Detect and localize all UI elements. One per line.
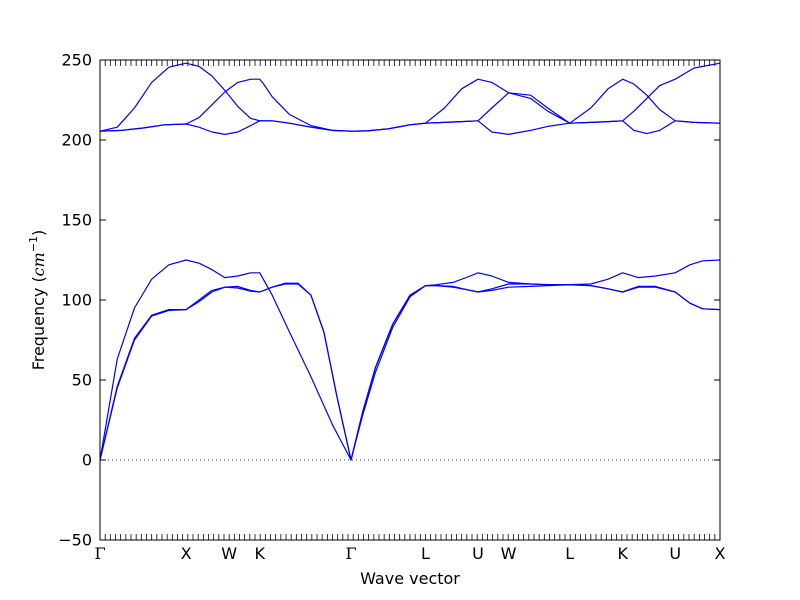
branch-line-5 — [99, 78, 721, 132]
y-tick-label: 100 — [61, 291, 92, 310]
series-layer — [99, 62, 721, 461]
x-tick-label: U — [669, 544, 681, 563]
y-axis-ticks: −50 0 50 100 150 200 250 — [58, 51, 720, 550]
x-tick-label: L — [421, 544, 430, 563]
y-tick-label: 250 — [61, 51, 92, 70]
y-axis-label-unit-exp: −1 — [27, 236, 40, 252]
y-tick-label: 0 — [82, 451, 92, 470]
plot-frame — [99, 59, 721, 541]
x-tick-label: L — [565, 544, 574, 563]
y-tick-label: 50 — [72, 371, 92, 390]
x-tick-label: K — [254, 544, 265, 563]
branch-line-3 — [99, 282, 721, 461]
y-tick-label: 150 — [61, 211, 92, 230]
x-tick-label: X — [181, 544, 192, 563]
y-axis-label-close: ) — [29, 230, 48, 236]
x-tick-label: X — [715, 544, 726, 563]
x-tick-label: U — [472, 544, 484, 563]
x-tick-label: W — [221, 544, 237, 563]
branch-line-2 — [99, 283, 721, 461]
y-tick-label: 200 — [61, 131, 92, 150]
y-axis-label-text: Frequency ( — [29, 276, 48, 370]
x-tick-label: Γ — [345, 544, 356, 563]
branch-line-4 — [99, 120, 721, 135]
x-tick-label: Γ — [94, 544, 105, 563]
branch-line-6 — [99, 62, 721, 132]
y-axis-label-unit: cm — [29, 252, 48, 276]
y-tick-label: −50 — [58, 531, 92, 550]
x-tick-label: K — [617, 544, 628, 563]
x-axis-label: Wave vector — [360, 569, 460, 588]
x-tick-label: W — [501, 544, 517, 563]
branch-line-1 — [99, 259, 721, 461]
y-axis-label: Frequency (cm−1) — [27, 230, 48, 371]
